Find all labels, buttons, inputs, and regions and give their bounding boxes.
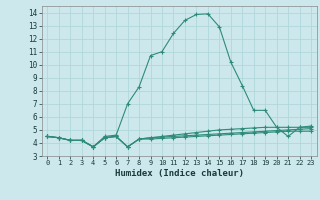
X-axis label: Humidex (Indice chaleur): Humidex (Indice chaleur) (115, 169, 244, 178)
